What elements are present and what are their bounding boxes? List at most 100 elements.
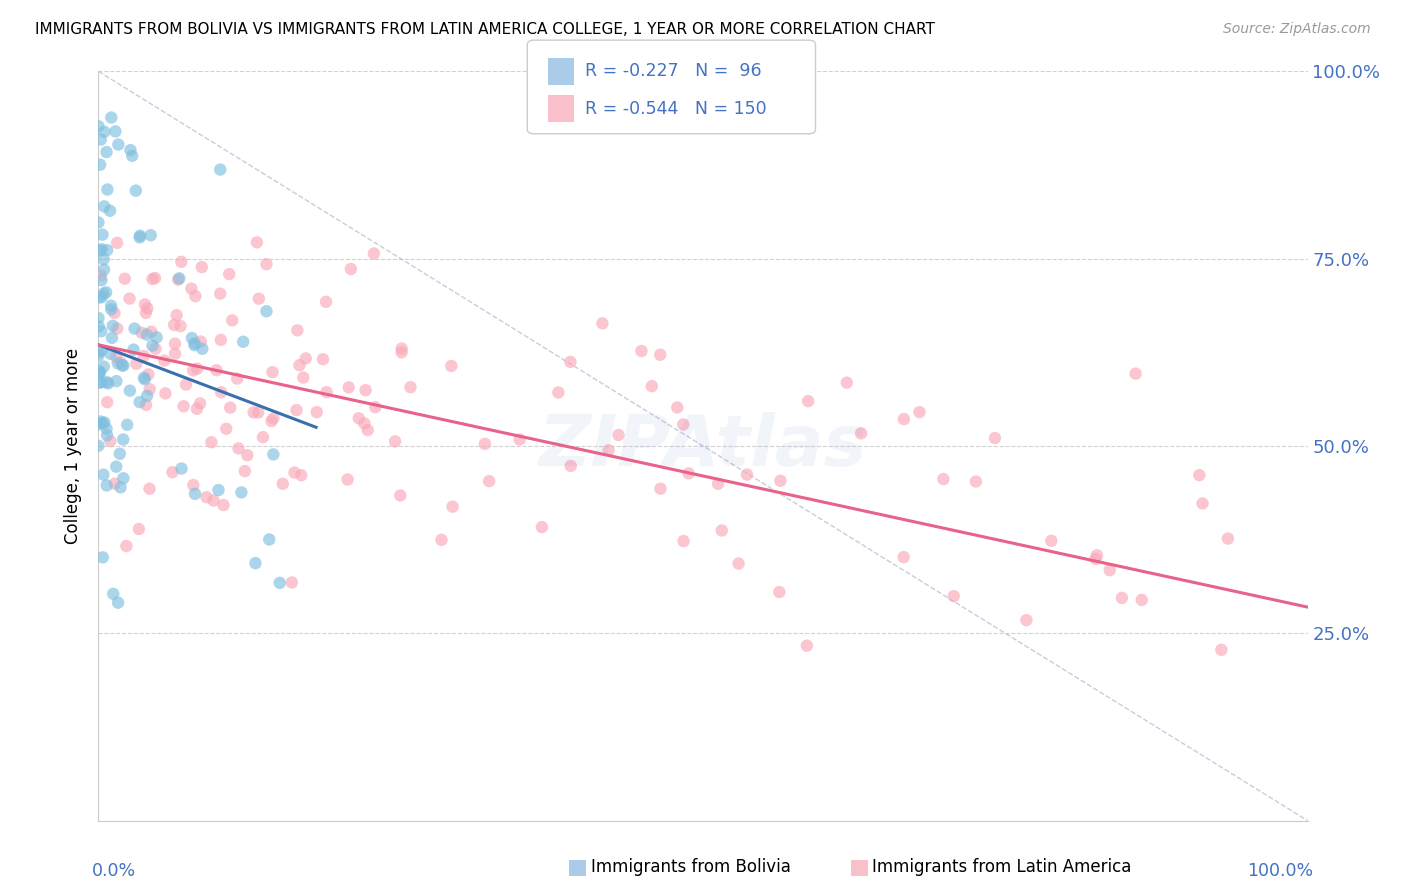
Point (184, 487, 207, 501)
Point (650, 348, 672, 362)
Point (188, 396, 211, 410)
Point (430, 533, 453, 547)
Point (163, 318, 186, 332)
Point (105, 350, 128, 364)
Point (315, 385, 337, 400)
Point (87, 215, 110, 229)
Point (170, 255, 193, 269)
Text: R = -0.544   N = 150: R = -0.544 N = 150 (585, 100, 766, 118)
Point (91, 550, 114, 565)
Point (252, 430, 274, 444)
Point (440, 359, 463, 373)
Point (1191, 496, 1213, 510)
Point (641, 379, 664, 393)
Point (96, 243, 118, 257)
Point (87, 349, 110, 363)
Point (105, 235, 128, 250)
Point (509, 433, 531, 447)
Point (87, 439, 110, 453)
Point (288, 358, 311, 372)
Point (218, 267, 240, 281)
Point (110, 480, 132, 494)
Text: Immigrants from Latin America: Immigrants from Latin America (872, 858, 1130, 876)
Text: 0.0%: 0.0% (93, 862, 136, 880)
Point (103, 587, 125, 601)
Point (125, 184, 148, 198)
Point (110, 355, 132, 369)
Point (315, 294, 337, 309)
Point (391, 345, 413, 359)
Point (170, 461, 193, 475)
Point (219, 401, 242, 415)
Point (1216, 532, 1239, 546)
Point (257, 533, 280, 547)
Point (312, 352, 335, 367)
Point (108, 447, 131, 461)
Point (118, 384, 141, 398)
Point (93, 125, 115, 139)
Point (256, 304, 278, 318)
Point (384, 434, 406, 449)
Point (357, 423, 380, 437)
Point (163, 336, 186, 351)
Point (105, 374, 128, 388)
Point (96, 285, 118, 300)
Point (103, 306, 125, 320)
Point (337, 380, 360, 394)
Point (191, 342, 214, 356)
Point (181, 363, 204, 377)
Point (90, 132, 112, 146)
Point (112, 433, 135, 447)
Point (145, 342, 167, 356)
Point (242, 405, 264, 419)
Point (630, 344, 652, 359)
Point (232, 334, 254, 349)
Point (1085, 549, 1108, 563)
Point (191, 260, 214, 274)
Point (138, 482, 160, 496)
Point (1111, 591, 1133, 605)
Point (96, 422, 118, 436)
Point (90, 290, 112, 304)
Point (262, 365, 284, 379)
Point (1211, 643, 1233, 657)
Point (1125, 367, 1147, 381)
Point (180, 282, 202, 296)
Point (336, 473, 359, 487)
Point (181, 478, 204, 492)
Point (200, 435, 222, 450)
Point (166, 308, 188, 322)
Point (735, 467, 758, 482)
Point (89, 364, 111, 378)
Point (391, 342, 413, 356)
Point (190, 334, 212, 349)
Point (118, 292, 141, 306)
Point (125, 357, 148, 371)
Point (134, 297, 156, 311)
Point (131, 326, 153, 340)
Point (228, 442, 250, 456)
Point (107, 596, 129, 610)
Point (96, 395, 118, 409)
Point (209, 162, 232, 177)
Point (105, 321, 128, 335)
Point (292, 370, 315, 384)
Point (184, 289, 207, 303)
Point (163, 347, 186, 361)
Point (209, 385, 232, 400)
Point (93, 467, 115, 482)
Point (478, 474, 501, 488)
Point (1084, 552, 1107, 566)
Point (124, 321, 146, 335)
Point (115, 417, 138, 432)
Point (141, 272, 163, 286)
Point (100, 111, 122, 125)
Point (835, 376, 858, 390)
Point (91, 227, 114, 242)
Point (87, 345, 110, 359)
Point (672, 417, 695, 432)
Point (115, 539, 138, 553)
Point (87, 120, 110, 134)
Point (441, 500, 464, 514)
Point (89, 376, 111, 390)
